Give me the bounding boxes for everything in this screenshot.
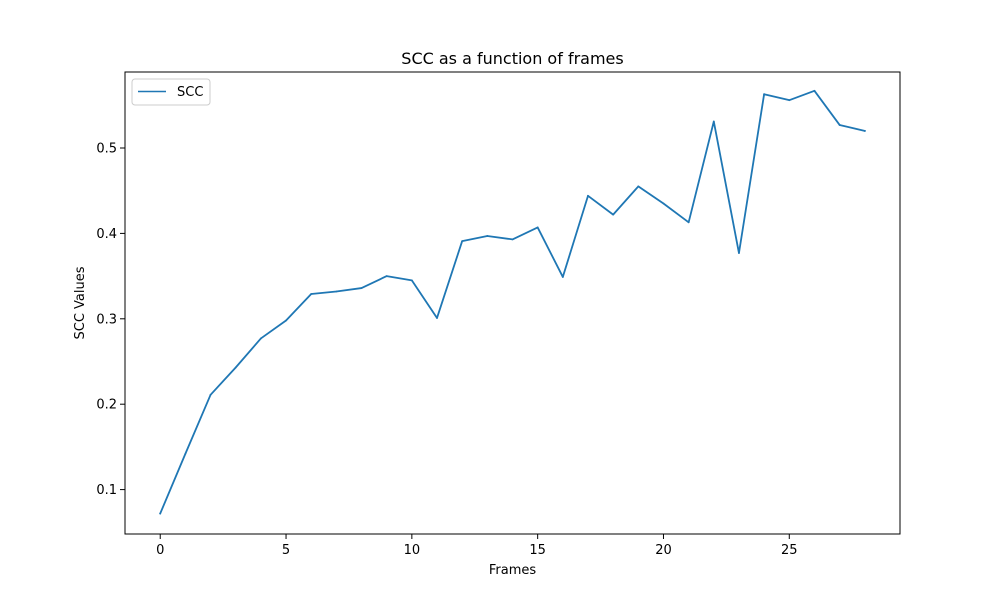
x-tick-label: 20: [655, 543, 672, 558]
x-tick-label: 10: [404, 543, 421, 558]
x-tick-label: 0: [156, 543, 164, 558]
data-point: [662, 202, 665, 205]
x-tick-label: 15: [529, 543, 546, 558]
data-point: [234, 366, 237, 369]
data-point: [863, 130, 866, 132]
y-tick-label: 0.2: [96, 398, 117, 413]
legend: SCC: [131, 78, 211, 106]
data-point: [687, 221, 690, 224]
data-point: [813, 89, 816, 92]
data-point: [259, 337, 262, 340]
data-point: [436, 317, 438, 319]
plot-content: [159, 89, 866, 515]
x-tick-label: 5: [282, 543, 290, 558]
data-point: [536, 226, 539, 229]
data-point: [612, 213, 615, 216]
y-tick-label: 0.5: [96, 142, 117, 157]
y-tick-label: 0.1: [96, 483, 117, 498]
y-axis-label: SCC Values: [73, 266, 88, 339]
data-point: [561, 276, 564, 278]
data-point: [184, 452, 187, 455]
data-point: [763, 93, 766, 96]
x-axis: 0 5 10 15 20 25: [156, 534, 798, 558]
x-axis-label: Frames: [489, 563, 537, 578]
data-point: [360, 287, 363, 289]
x-tick-label: 25: [781, 543, 798, 558]
data-point: [788, 99, 791, 102]
legend-box: [131, 78, 211, 106]
data-point: [461, 240, 464, 242]
data-point: [637, 185, 640, 188]
data-point: [209, 393, 212, 396]
y-tick-label: 0.4: [96, 227, 117, 242]
chart-title: SCC as a function of frames: [401, 49, 623, 68]
data-point: [159, 512, 162, 515]
y-axis: 0.1 0.2 0.3 0.4 0.5: [96, 142, 125, 498]
plot-frame: [124, 71, 901, 535]
data-point: [285, 319, 287, 322]
data-point: [310, 293, 313, 295]
data-point: [410, 279, 413, 282]
data-point: [511, 238, 514, 241]
data-point: [385, 275, 388, 277]
data-point: [335, 290, 338, 293]
data-point: [738, 252, 740, 254]
data-point: [712, 120, 715, 123]
y-tick-label: 0.3: [96, 312, 117, 327]
data-point: [838, 124, 841, 126]
data-point: [587, 194, 589, 197]
data-point: [486, 235, 489, 237]
legend-label: SCC: [177, 85, 203, 100]
